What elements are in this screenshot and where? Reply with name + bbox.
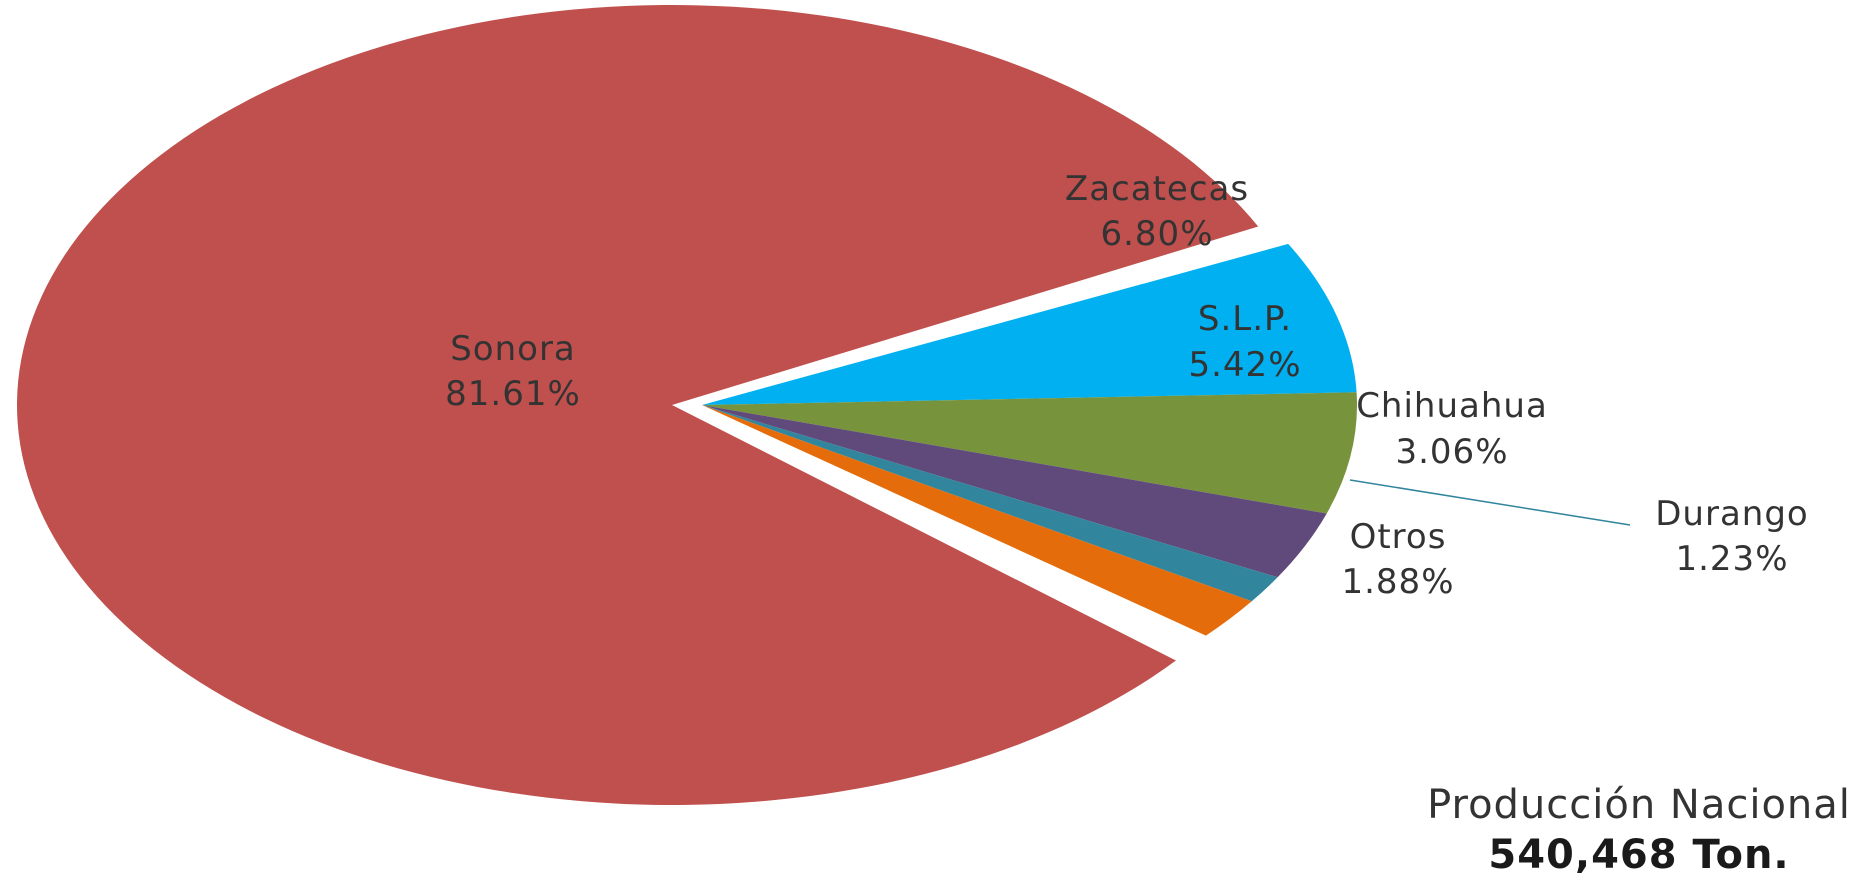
pie-slices: [17, 5, 1357, 806]
slice-value-zacatecas: 6.80%: [1100, 214, 1213, 254]
pie-slice-s-l-p: [702, 392, 1357, 514]
slice-value-otros: 1.88%: [1341, 562, 1454, 602]
slice-value-durango: 1.23%: [1675, 539, 1788, 579]
production-title: Producción Nacional: [1427, 782, 1851, 828]
pie-slice-zacatecas: [702, 243, 1357, 405]
slice-label-durango: Durango: [1655, 494, 1808, 534]
durango-leader-line: [1349, 479, 1631, 526]
slice-value-sonora: 81.61%: [445, 374, 581, 414]
slice-value-slp: 5.42%: [1188, 345, 1301, 385]
slice-value-chihuahua: 3.06%: [1395, 432, 1508, 472]
pie-slice-sonora: [17, 5, 1259, 806]
pie-slice-chihuahua: [702, 405, 1327, 578]
pie-slice-durango: [702, 405, 1278, 602]
slice-label-zacatecas: Zacatecas: [1065, 169, 1249, 209]
production-total: 540,468 Ton.: [1488, 832, 1789, 873]
slice-label-sonora: Sonora: [450, 329, 576, 369]
pie-slice-otros: [702, 405, 1252, 636]
slice-label-chihuahua: Chihuahua: [1356, 386, 1548, 426]
slice-label-otros: Otros: [1350, 517, 1447, 557]
slice-label-slp: S.L.P.: [1198, 299, 1292, 339]
